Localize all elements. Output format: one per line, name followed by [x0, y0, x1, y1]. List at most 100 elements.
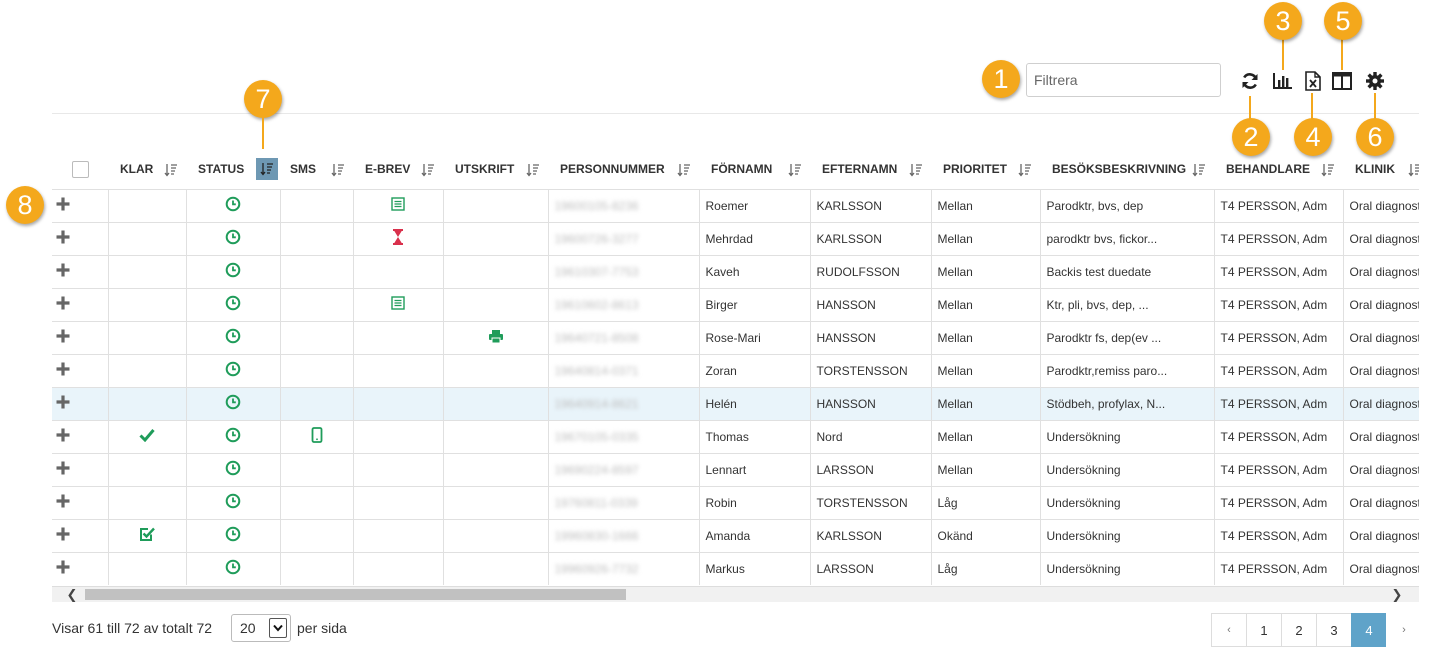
efternamn-value: KARLSSON [816, 198, 882, 213]
clock-icon[interactable] [225, 427, 241, 443]
column-header-fornamn[interactable]: FÖRNAMN [699, 150, 810, 189]
table-row[interactable]: 19670105-0335 Thomas Nord Mellan Undersöknin… [52, 419, 1419, 453]
check-icon[interactable] [139, 428, 155, 442]
cell-klar [108, 386, 187, 420]
table-row[interactable]: 19640814-0371 Zoran TORSTENSSON Mellan Parod… [52, 353, 1419, 387]
column-header-klar[interactable]: KLAR [108, 150, 186, 189]
besoksbeskrivning-value: parodktr bvs, fickor... [1046, 231, 1158, 246]
select-all-checkbox[interactable] [71, 160, 89, 178]
prev-page-button[interactable]: ‹ [1211, 613, 1247, 647]
table-row[interactable]: 19610602-8613 Birger HANSSON Mellan Ktr, pli… [52, 287, 1419, 321]
page-size-select[interactable]: 20 [231, 614, 291, 642]
clock-icon[interactable] [225, 328, 241, 344]
cell-utskrift [443, 551, 549, 585]
columns-icon[interactable] [1331, 70, 1353, 92]
column-header-besoksbeskrivning[interactable]: BESÖKSBESKRIVNING [1040, 150, 1214, 189]
chevron-down-icon[interactable] [269, 618, 287, 638]
phone-icon[interactable] [311, 427, 323, 443]
table-row[interactable]: 19760811-0339 Robin TORSTENSSON Låg Undersök… [52, 485, 1419, 519]
expand-plus-icon[interactable] [55, 427, 71, 443]
sort-icon[interactable] [526, 163, 540, 177]
hourglass-icon[interactable] [392, 229, 404, 245]
cell-behandlare: T4 PERSSON, Adm [1214, 551, 1344, 585]
expand-plus-icon[interactable] [55, 526, 71, 542]
excel-export-icon[interactable] [1302, 70, 1324, 92]
table-row[interactable]: 19640721-8508 Rose-Mari HANSSON Mellan Parod… [52, 320, 1419, 354]
sort-icon[interactable] [1192, 163, 1206, 177]
horizontal-scrollbar[interactable]: ❮ ❯ [52, 586, 1419, 602]
filter-input[interactable] [1026, 63, 1221, 97]
expand-plus-icon[interactable] [55, 493, 71, 509]
clock-icon[interactable] [225, 559, 241, 575]
table-row[interactable]: 19960830-1666 Amanda KARLSSON Okänd Undersök… [52, 518, 1419, 552]
expand-plus-icon[interactable] [55, 328, 71, 344]
column-header-prioritet[interactable]: PRIORITET [931, 150, 1040, 189]
expand-plus-icon[interactable] [55, 460, 71, 476]
clock-icon[interactable] [225, 262, 241, 278]
clock-icon[interactable] [225, 361, 241, 377]
prioritet-value: Mellan [937, 396, 973, 411]
column-header-behandlare[interactable]: BEHANDLARE [1214, 150, 1343, 189]
column-header-efternamn[interactable]: EFTERNAMN [810, 150, 931, 189]
sort-icon[interactable] [1408, 163, 1419, 177]
table-row[interactable]: 19960926-7732 Markus LARSSON Låg Undersöknin… [52, 551, 1419, 585]
clock-icon[interactable] [225, 196, 241, 212]
expand-plus-icon[interactable] [55, 229, 71, 245]
table-row[interactable]: 19600105-8236 Roemer KARLSSON Mellan Parodkt… [52, 188, 1419, 222]
scroll-left-icon[interactable]: ❮ [66, 587, 78, 602]
expand-plus-icon[interactable] [55, 196, 71, 212]
refresh-icon[interactable] [1239, 70, 1261, 92]
behandlare-value: T4 PERSSON, Adm [1220, 495, 1328, 510]
column-header-klinik[interactable]: KLINIK [1343, 150, 1419, 189]
settings-icon[interactable] [1364, 70, 1386, 92]
page-button-2[interactable]: 2 [1281, 613, 1317, 647]
page-button-3[interactable]: 3 [1316, 613, 1352, 647]
checked-box-icon[interactable] [139, 526, 155, 542]
expand-plus-icon[interactable] [55, 295, 71, 311]
expand-plus-icon[interactable] [55, 361, 71, 377]
sort-icon[interactable] [164, 163, 178, 177]
sort-icon[interactable] [421, 163, 435, 177]
table-row[interactable]: 19610307-7753 Kaveh RUDOLFSSON Mellan Backis… [52, 254, 1419, 288]
column-header-utskrift[interactable]: UTSKRIFT [443, 150, 548, 189]
cell-efternamn: KARLSSON [810, 221, 932, 255]
scrollbar-thumb[interactable] [85, 589, 626, 600]
sort-icon[interactable] [909, 163, 923, 177]
next-page-button[interactable]: › [1386, 613, 1422, 647]
column-header-ebrev[interactable]: E-BREV [353, 150, 443, 189]
printer-icon[interactable] [488, 329, 504, 344]
scroll-right-icon[interactable]: ❯ [1391, 587, 1403, 602]
clock-icon[interactable] [225, 493, 241, 509]
column-header-sms[interactable]: SMS [280, 150, 353, 189]
sort-icon[interactable] [1321, 163, 1335, 177]
sort-icon[interactable] [788, 163, 802, 177]
clock-icon[interactable] [225, 394, 241, 410]
table-row[interactable]: 19640914-8621 Helén HANSSON Mellan Stödbeh, … [52, 386, 1419, 420]
sort-icon[interactable] [1018, 163, 1032, 177]
sort-icon[interactable] [677, 163, 691, 177]
expand-plus-icon[interactable] [55, 262, 71, 278]
column-header-personnummer[interactable]: PERSONNUMMER [548, 150, 699, 189]
chart-icon[interactable] [1272, 70, 1294, 92]
clock-icon[interactable] [225, 229, 241, 245]
letter-icon[interactable] [391, 296, 405, 310]
column-label: STATUS [198, 162, 245, 177]
column-header-status[interactable]: STATUS [186, 150, 280, 189]
header-select-all[interactable] [52, 150, 108, 189]
clock-icon[interactable] [225, 460, 241, 476]
cell-prioritet: Okänd [931, 518, 1041, 552]
table-row[interactable]: 19600726-3277 Mehrdad KARLSSON Mellan parodk… [52, 221, 1419, 255]
page-button-4[interactable]: 4 [1351, 613, 1387, 647]
callout-line-3 [1282, 38, 1284, 70]
expand-plus-icon[interactable] [55, 394, 71, 410]
clock-icon[interactable] [225, 295, 241, 311]
page-button-1[interactable]: 1 [1246, 613, 1282, 647]
letter-icon[interactable] [391, 197, 405, 211]
column-label: FÖRNAMN [711, 162, 773, 177]
sort-icon[interactable] [331, 163, 345, 177]
personnummer-value: 19760811-0339 [554, 495, 638, 510]
sort-active-icon[interactable] [256, 158, 278, 180]
table-row[interactable]: 19690224-8597 Lennart LARSSON Mellan Undersö… [52, 452, 1419, 486]
clock-icon[interactable] [225, 526, 241, 542]
expand-plus-icon[interactable] [55, 559, 71, 575]
